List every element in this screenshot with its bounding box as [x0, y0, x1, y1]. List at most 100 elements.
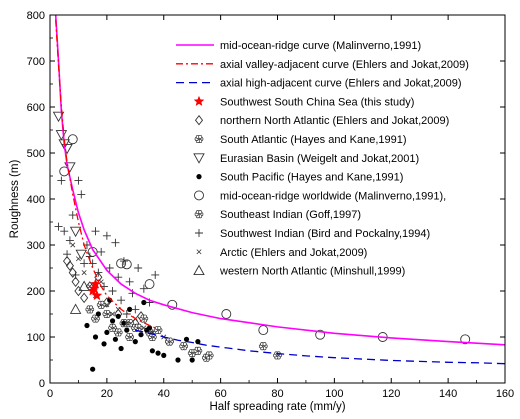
data-point: [57, 176, 66, 185]
series-southwest-south-china-sea-this: [87, 278, 103, 301]
data-point: [167, 299, 178, 310]
data-point: [109, 318, 116, 324]
data-point: [80, 259, 89, 268]
series-southwest-indian-bird-and-pock: [54, 176, 160, 318]
y-tick-label: 800: [27, 10, 45, 22]
data-point: [131, 305, 140, 314]
data-point: [67, 134, 78, 145]
data-point: [258, 325, 269, 336]
legend-item: mid-ocean-ridge curve (Malinverno,1991): [176, 40, 421, 52]
x-tick-label: 120: [382, 388, 400, 400]
legend-label: Southeast Indian (Goff,1997): [220, 209, 361, 221]
legend-item: Arctic (Ehlers and Jokat,2009): [196, 247, 367, 259]
data-point: [195, 339, 201, 345]
legend-marker-swatch: [195, 229, 203, 237]
data-point: [88, 259, 97, 268]
data-point: [134, 264, 143, 272]
series-line-axial-valley-adjacent-curve-eh: [55, 19, 156, 329]
data-point: [92, 334, 99, 340]
data-point: [71, 276, 80, 288]
series-line-axial-high-adjacent-curve-ehle: [135, 329, 506, 365]
y-tick-label: 400: [27, 194, 45, 206]
data-point: [91, 227, 100, 236]
legend-marker-swatch: [194, 210, 204, 219]
x-tick-label: 0: [47, 388, 53, 400]
series-western-north-atlantic-minshul: [69, 280, 90, 314]
data-point: [125, 332, 134, 342]
data-point: [115, 313, 121, 319]
legend-label: South Pacific (Hayes and Kane,1991): [220, 172, 403, 184]
data-point: [69, 226, 82, 238]
data-point: [110, 311, 116, 317]
legend: mid-ocean-ridge curve (Malinverno,1991) a…: [176, 40, 469, 278]
legend-label: Eurasian Basin (Weigelt and Jokat,2001): [220, 153, 419, 165]
x-axis-title: Half spreading rate (mm/y): [209, 401, 345, 413]
x-tick-label: 160: [496, 388, 514, 400]
data-point: [95, 311, 101, 317]
data-point: [104, 302, 110, 308]
y-tick-label: 600: [27, 102, 45, 114]
data-point: [175, 357, 181, 363]
data-point: [74, 285, 83, 297]
data-point: [102, 309, 112, 319]
legend-marker-swatch: [194, 134, 204, 144]
data-point: [108, 287, 117, 295]
legend-label: Southwest South China Sea (this study): [220, 96, 414, 108]
data-point: [96, 300, 106, 309]
x-tick-label: 80: [271, 388, 283, 400]
data-point: [112, 336, 119, 342]
data-point: [155, 350, 161, 356]
data-point: [68, 211, 77, 220]
data-point: [141, 299, 147, 306]
data-point: [62, 255, 72, 267]
y-tick-label: 700: [27, 56, 45, 68]
series-southeast-indian-goff-1997: [125, 314, 214, 360]
y-tick-label: 300: [27, 240, 45, 252]
legend-marker-swatch: [194, 114, 204, 126]
data-point: [141, 325, 147, 331]
data-point: [122, 310, 131, 318]
data-point: [94, 268, 103, 277]
x-tick-label: 60: [215, 388, 227, 400]
legend-item: Southwest South China Sea (this study): [193, 95, 414, 108]
data-point: [144, 279, 155, 290]
data-point: [104, 329, 110, 335]
data-point: [132, 339, 138, 345]
y-tick-label: 200: [27, 286, 45, 298]
y-tick-label: 0: [39, 378, 45, 390]
data-point: [70, 242, 76, 248]
legend-item: Southwest Indian (Bird and Pockalny,1994…: [195, 228, 430, 240]
data-point: [61, 143, 73, 155]
data-point: [105, 264, 114, 272]
legend-marker-swatch: [194, 190, 204, 201]
data-point: [101, 341, 107, 347]
data-point: [165, 337, 174, 346]
data-point: [74, 176, 83, 185]
data-point: [55, 130, 68, 141]
axes: 0 20 40 60 80 100 120 140 160 0 100 200 300 400 500 600…: [27, 10, 515, 400]
data-point: [81, 270, 87, 276]
legend-label: mid-ocean-ridge worldwide (Malinverno,19…: [220, 190, 446, 202]
data-point: [88, 283, 100, 294]
legend-marker-swatch: [196, 249, 202, 255]
y-tick-label: 100: [27, 332, 45, 344]
data-point: [75, 249, 88, 261]
data-point: [153, 326, 163, 335]
legend-marker-swatch: [193, 264, 205, 276]
legend-label: axial valley-adjacent curve (Ehlers and …: [220, 59, 469, 71]
data-point: [90, 278, 101, 289]
data-point: [90, 366, 96, 372]
data-point: [460, 334, 471, 345]
data-point: [84, 322, 90, 329]
data-point: [63, 250, 72, 259]
data-point: [85, 305, 95, 314]
data-point: [71, 270, 80, 279]
data-point: [124, 327, 130, 333]
data-point: [65, 260, 74, 271]
data-point: [68, 267, 77, 278]
data-point: [111, 238, 120, 247]
data-point: [315, 329, 326, 340]
data-point: [204, 351, 214, 360]
y-axis-title: Roughness (m): [9, 160, 21, 239]
